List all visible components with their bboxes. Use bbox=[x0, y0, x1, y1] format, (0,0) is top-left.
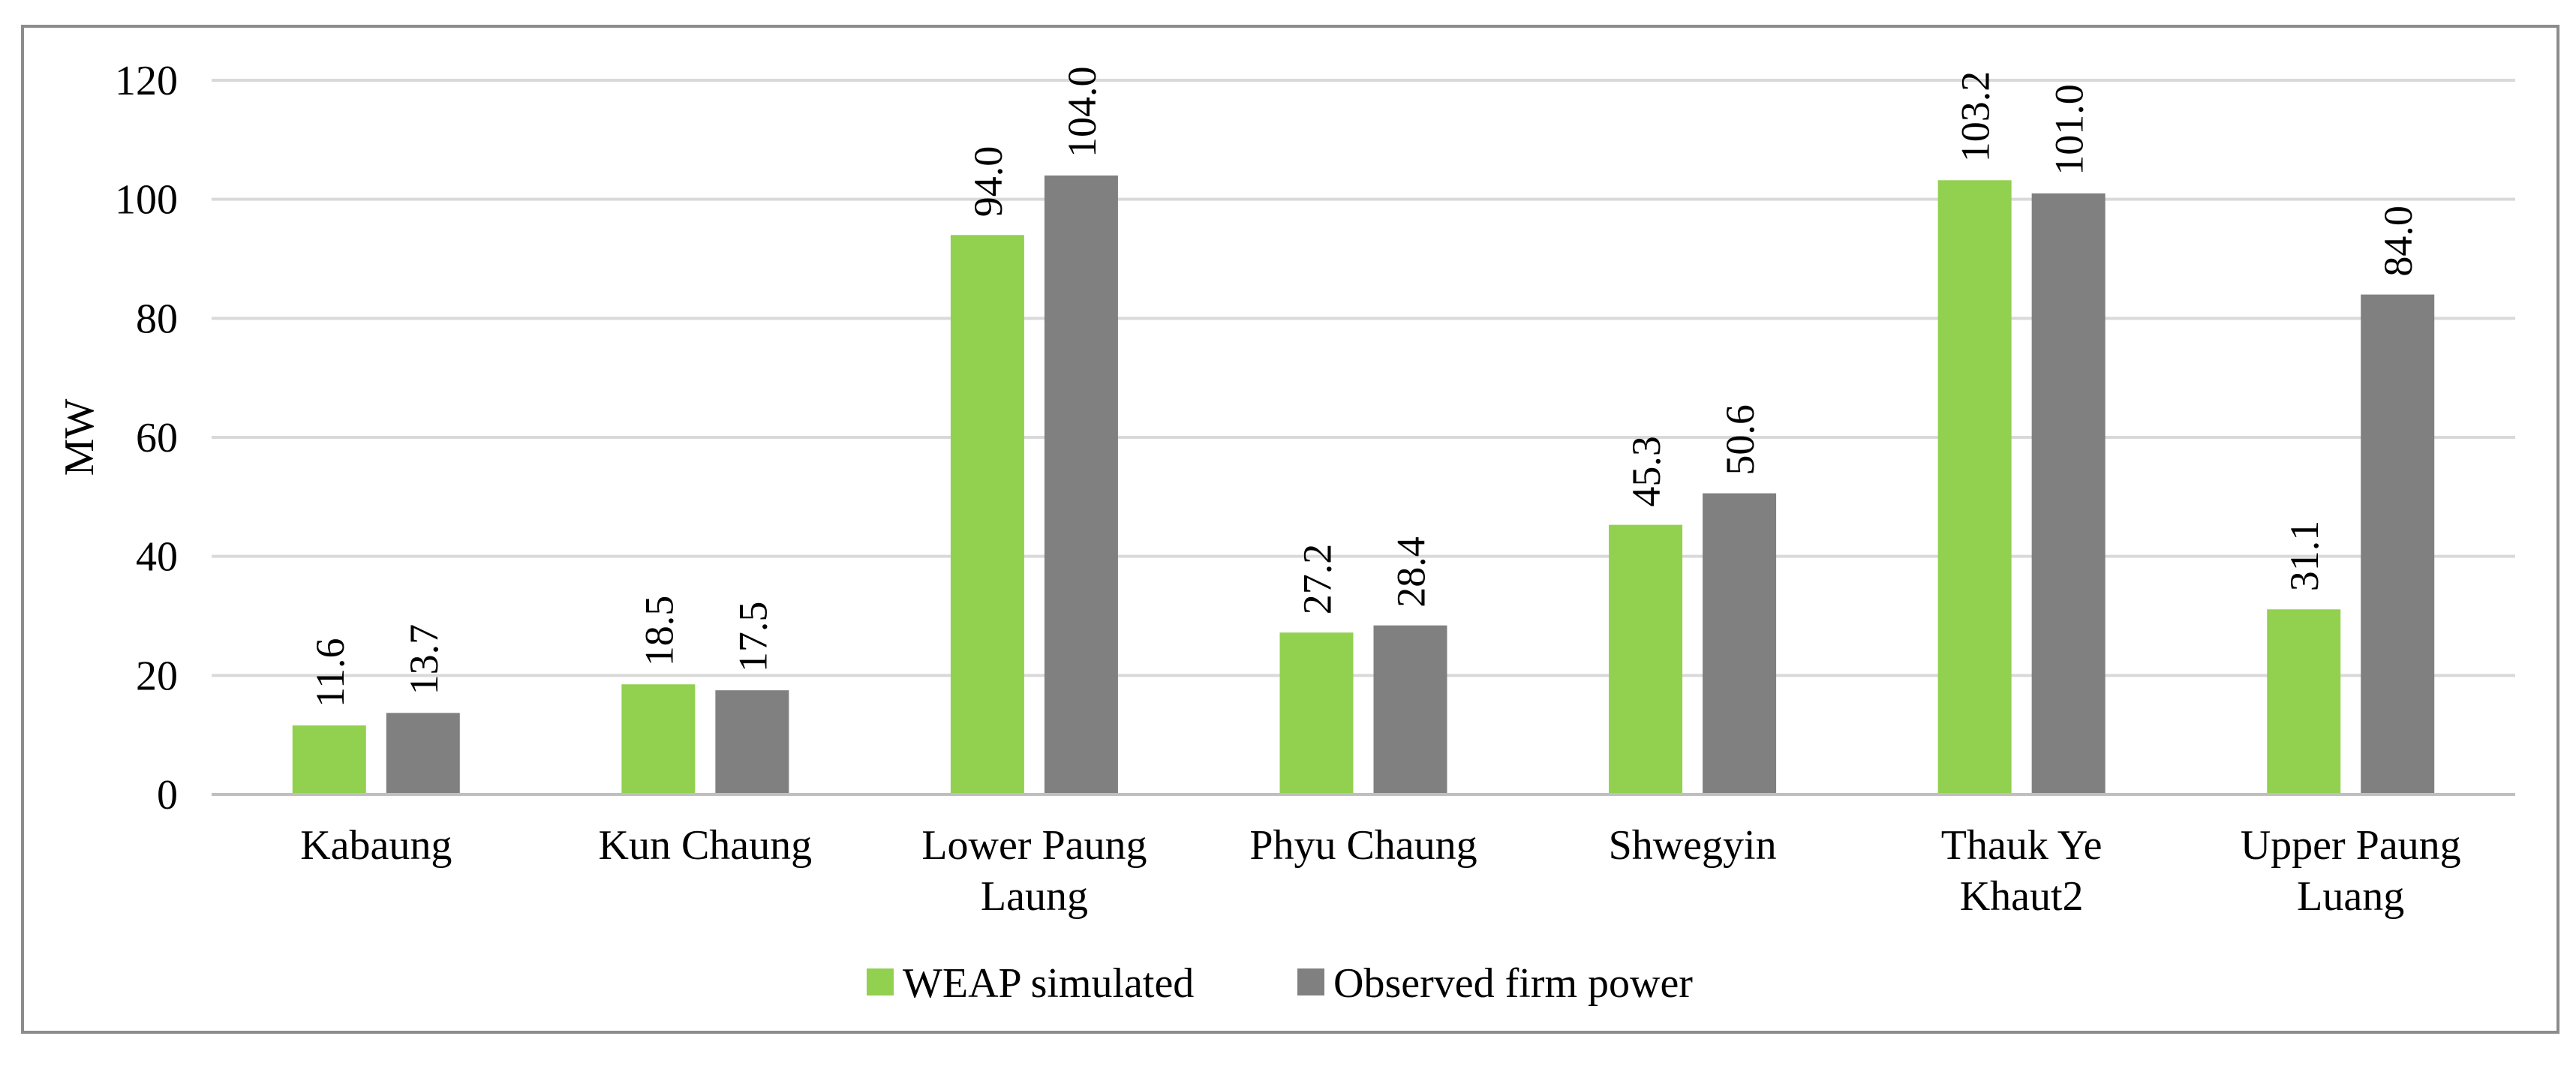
y-axis-ticks: 0 20 40 60 80 100 120 bbox=[115, 58, 178, 818]
bar bbox=[1373, 625, 1447, 794]
legend: WEAP simulated Observed firm power bbox=[867, 960, 1693, 1007]
data-label: 84.0 bbox=[2376, 206, 2421, 277]
bar bbox=[715, 690, 789, 794]
bar bbox=[621, 684, 696, 794]
data-label: 27.2 bbox=[1295, 544, 1340, 615]
bar bbox=[2267, 609, 2341, 794]
y-tick-label: 100 bbox=[115, 177, 178, 224]
x-category-label: Kun Chaung bbox=[599, 822, 813, 869]
data-label: 18.5 bbox=[636, 596, 681, 667]
y-tick-label: 60 bbox=[136, 415, 178, 461]
bar bbox=[292, 725, 366, 794]
data-label: 101.0 bbox=[2047, 84, 2092, 176]
legend-label: Observed firm power bbox=[1333, 960, 1693, 1007]
legend-swatch bbox=[867, 968, 894, 995]
bars bbox=[292, 175, 2435, 795]
data-label: 11.6 bbox=[308, 638, 353, 707]
legend-swatch bbox=[1297, 968, 1324, 995]
x-category-label: Thauk Ye bbox=[1941, 822, 2103, 869]
bar bbox=[2031, 193, 2106, 794]
bar bbox=[2361, 294, 2435, 795]
x-category-label: Upper Paung bbox=[2241, 822, 2461, 869]
bar bbox=[1279, 632, 1354, 794]
x-category-label: Kabaung bbox=[300, 822, 452, 869]
bar bbox=[1044, 175, 1118, 794]
data-label: 103.2 bbox=[1953, 71, 1998, 163]
y-tick-label: 80 bbox=[136, 296, 178, 342]
y-tick-label: 20 bbox=[136, 653, 178, 699]
x-category-label: Shwegyin bbox=[1609, 822, 1777, 869]
x-category-label: Luang bbox=[2297, 873, 2404, 920]
data-label: 104.0 bbox=[1060, 66, 1105, 158]
y-axis-title: MW bbox=[56, 399, 103, 476]
bar bbox=[1703, 493, 1777, 794]
x-category-label: Phyu Chaung bbox=[1249, 822, 1477, 869]
x-category-label: Lower Paung bbox=[921, 822, 1147, 869]
data-label: 13.7 bbox=[401, 624, 446, 695]
y-tick-label: 0 bbox=[157, 772, 178, 818]
bar bbox=[1937, 180, 2012, 794]
data-label: 28.4 bbox=[1389, 536, 1434, 608]
data-label: 17.5 bbox=[730, 602, 775, 673]
bar bbox=[1609, 524, 1683, 794]
data-labels: 11.6 13.7 18.5 17.5 94.0 104.0 27.2 28.4 45.3 50.… bbox=[308, 66, 2421, 707]
x-category-label: Khaut2 bbox=[1960, 873, 2084, 920]
x-category-label: Laung bbox=[981, 873, 1088, 920]
y-tick-label: 40 bbox=[136, 534, 178, 581]
bar-chart: 0 20 40 60 80 100 120 11.6 13.7 18.5 17.5 94.0 104.… bbox=[56, 58, 2515, 1007]
gridlines bbox=[212, 79, 2515, 677]
chart-frame: 0 20 40 60 80 100 120 11.6 13.7 18.5 17.5 94.0 104.… bbox=[21, 25, 2559, 1034]
data-label: 50.6 bbox=[1718, 404, 1763, 476]
data-label: 45.3 bbox=[1624, 436, 1669, 507]
legend-label: WEAP simulated bbox=[903, 960, 1194, 1007]
data-label: 94.0 bbox=[966, 146, 1011, 218]
bar bbox=[386, 713, 460, 794]
y-tick-label: 120 bbox=[115, 58, 178, 104]
bar bbox=[950, 235, 1024, 794]
data-label: 31.1 bbox=[2282, 521, 2327, 592]
